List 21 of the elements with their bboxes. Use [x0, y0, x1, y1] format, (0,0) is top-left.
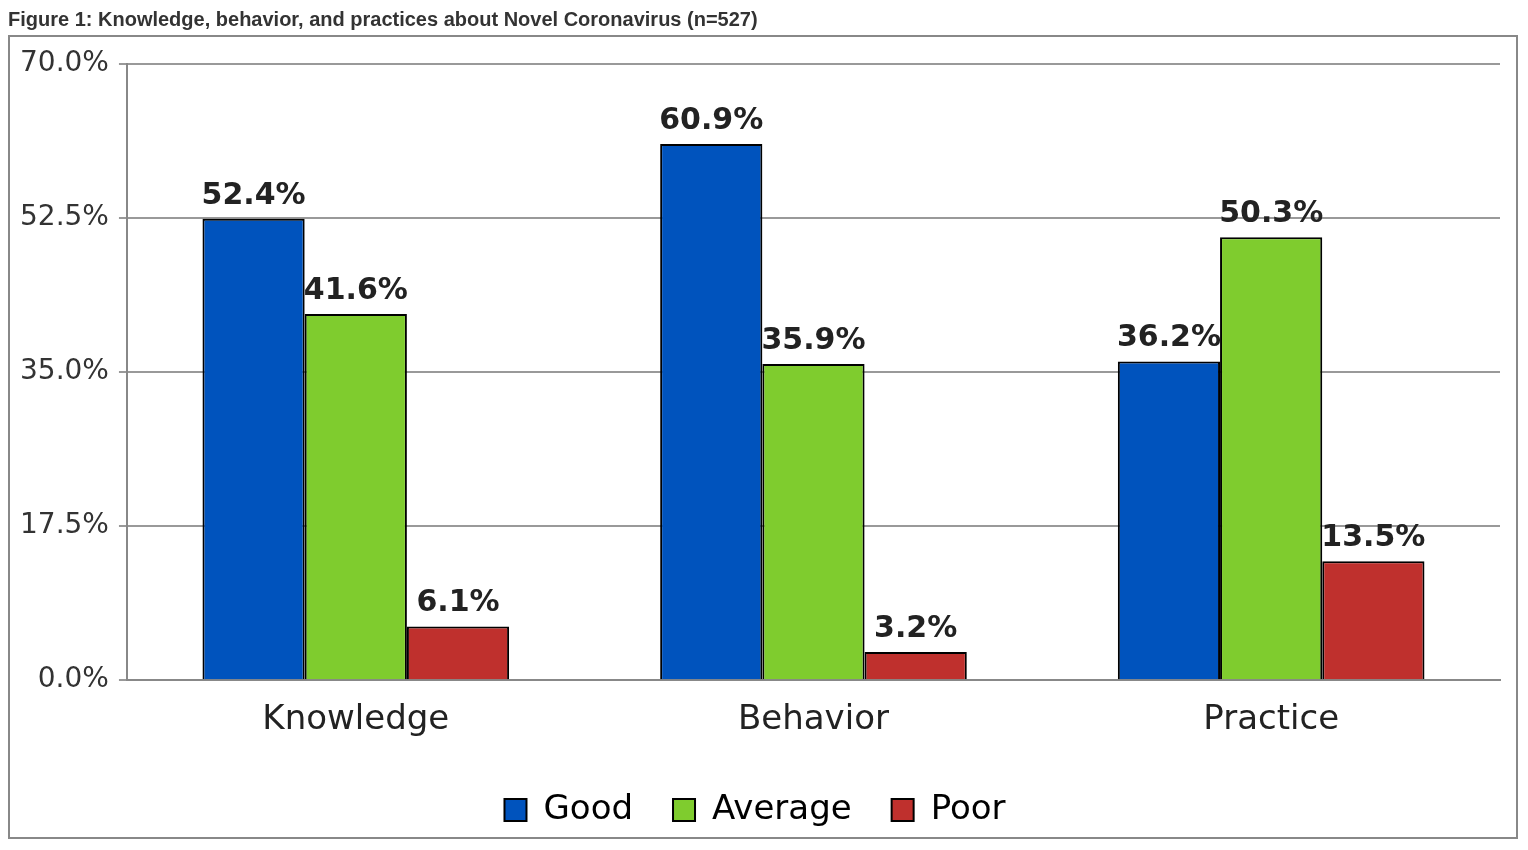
- text: 52.4%: [201, 175, 306, 211]
- text: 3.2%: [874, 608, 958, 644]
- y-tick-label: 17.5%: [20, 507, 109, 541]
- y-tick-label: 52.5%: [20, 199, 109, 233]
- legend-label: Good: [543, 786, 634, 827]
- text: 60.9%: [659, 100, 764, 136]
- legend-label: Average: [712, 786, 852, 827]
- y-tick-label: 70.0%: [20, 45, 109, 79]
- text: 13.5%: [1321, 518, 1426, 554]
- x-tick-label: Practice: [1203, 697, 1340, 738]
- text: 41.6%: [303, 270, 408, 306]
- x-tick-label: Behavior: [737, 697, 889, 738]
- chart-title: Figure 1: Knowledge, behavior, and practices about Novel Coronavirus (n=527): [8, 8, 759, 31]
- text: 50.3%: [1219, 194, 1324, 230]
- text: 6.1%: [416, 583, 500, 619]
- y-tick-label: 0.0%: [37, 661, 109, 695]
- x-tick-label: Knowledge: [262, 697, 450, 738]
- text: 35.9%: [761, 320, 866, 356]
- y-tick-label: 35.0%: [20, 353, 109, 387]
- legend-label: Poor: [930, 786, 1006, 827]
- text: 36.2%: [1116, 318, 1221, 354]
